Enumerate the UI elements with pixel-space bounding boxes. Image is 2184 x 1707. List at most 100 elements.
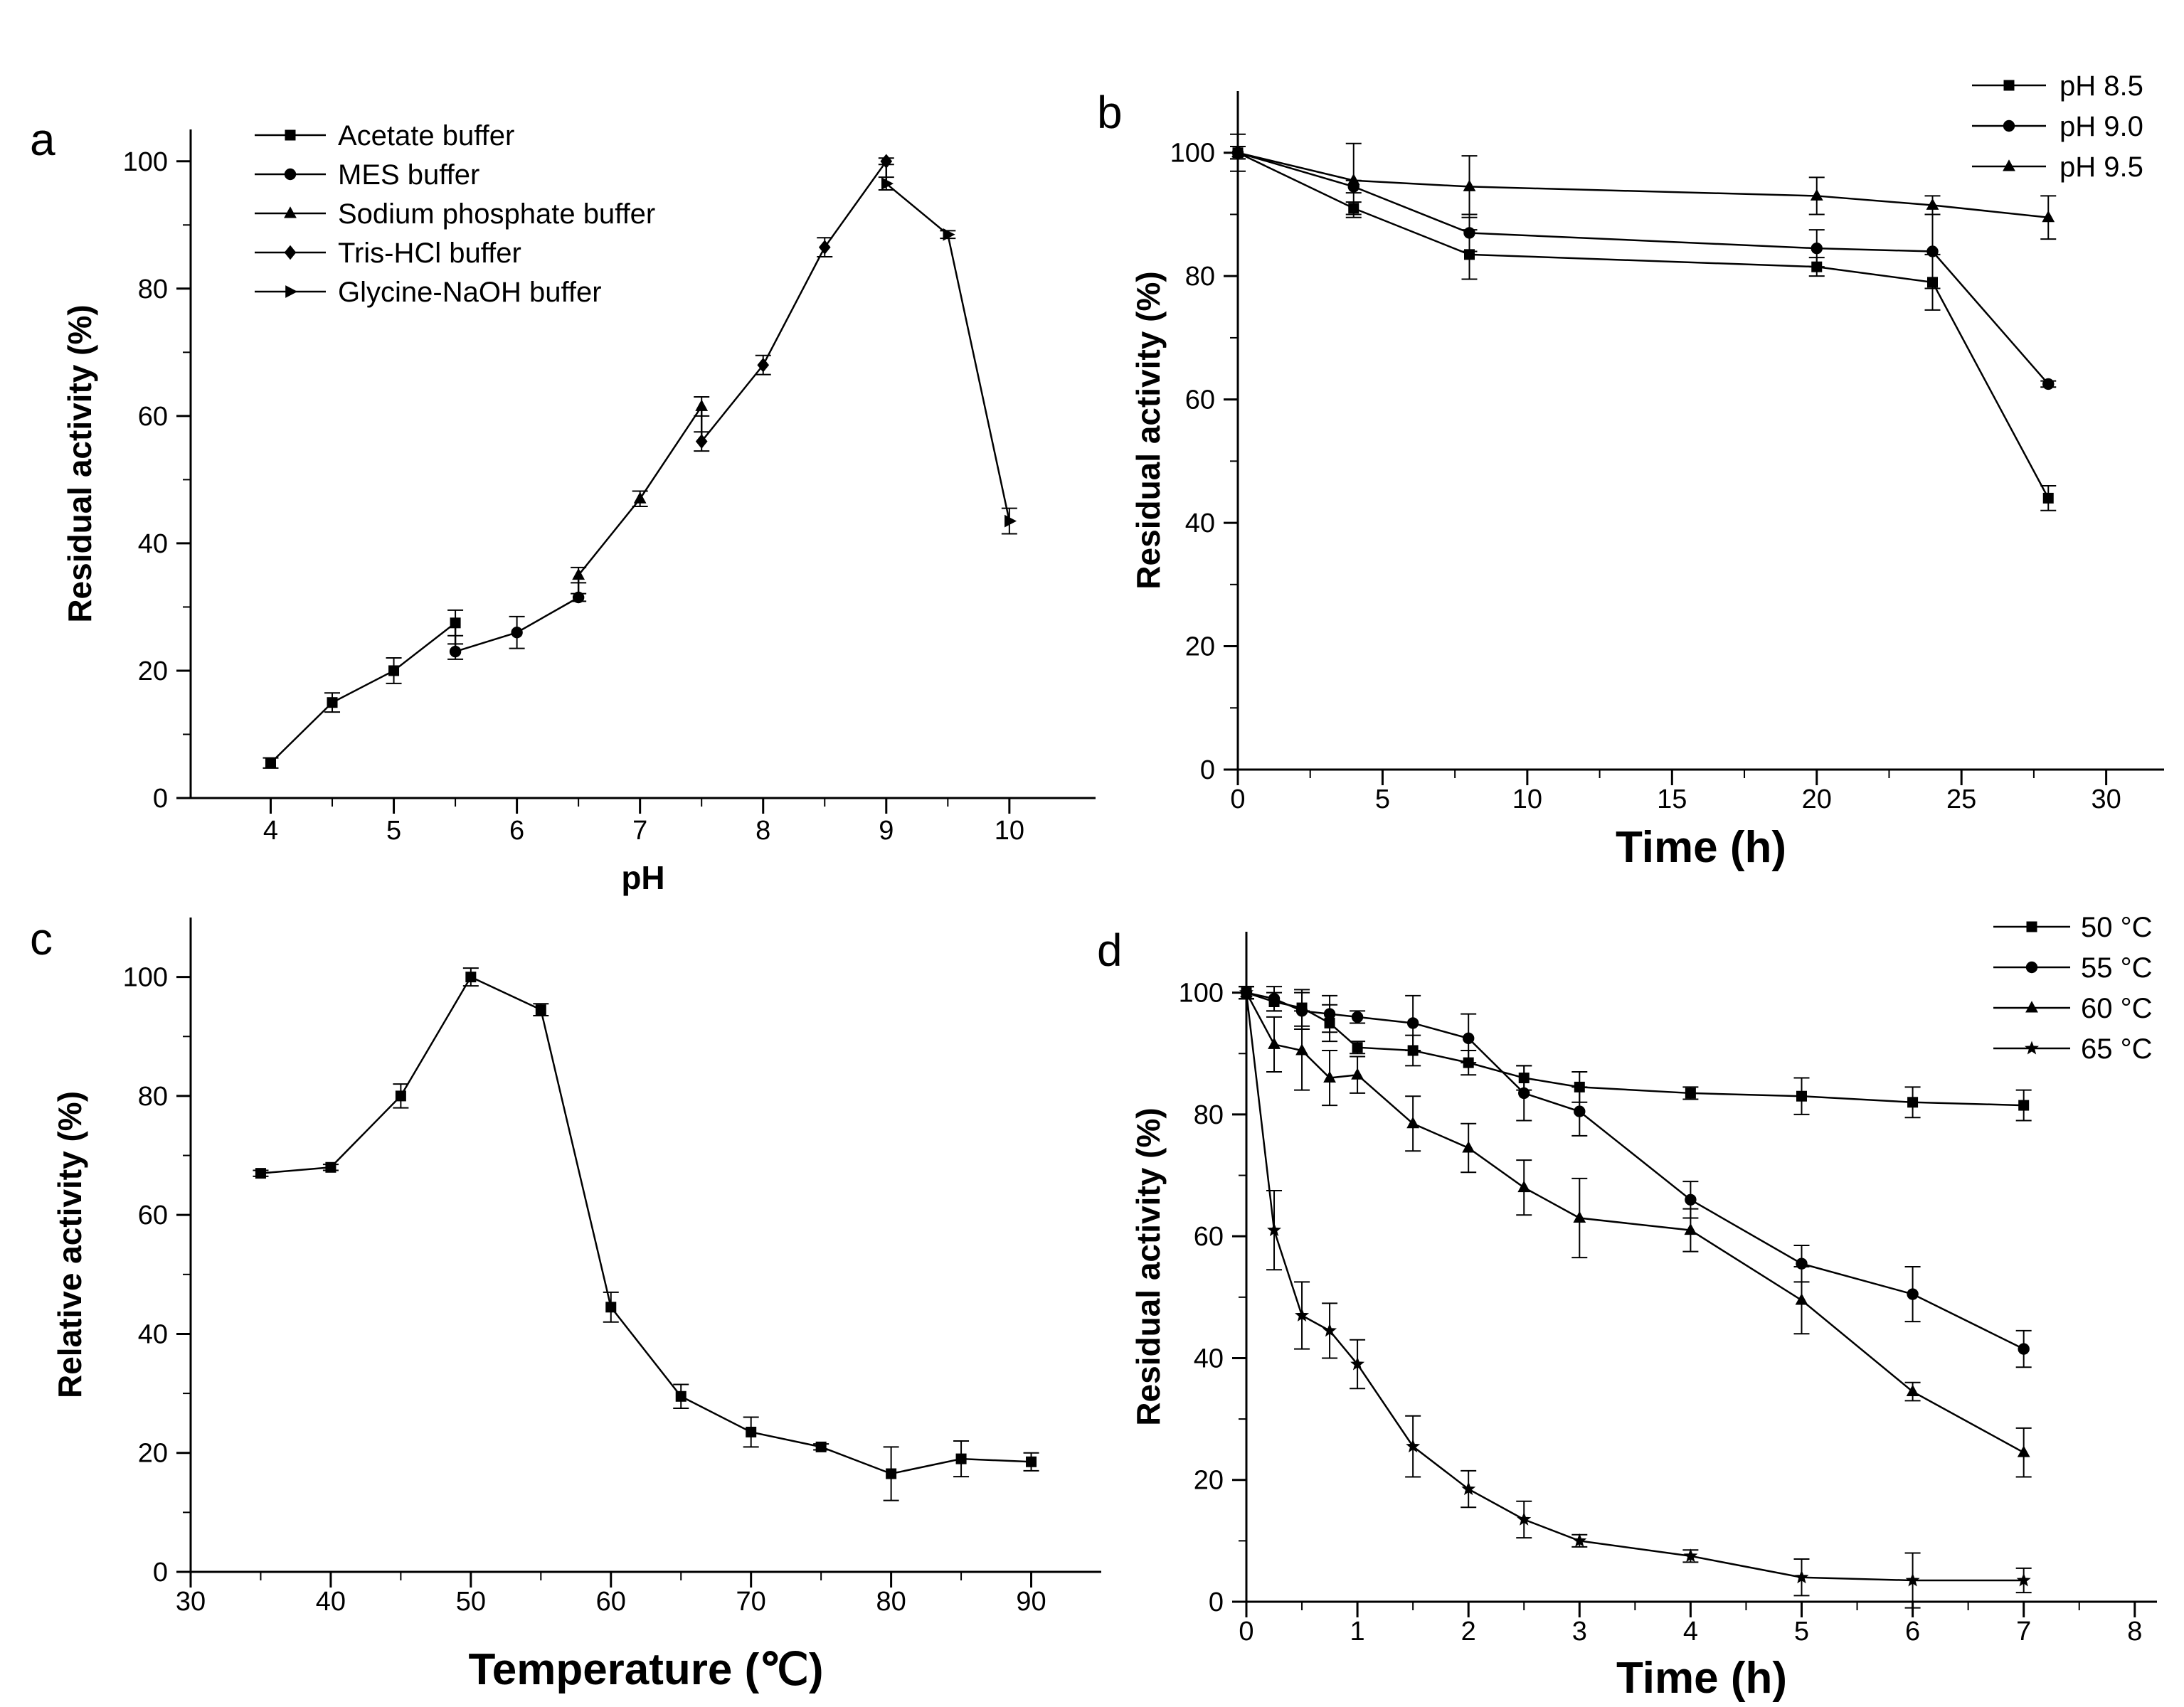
x-tick-label: 20 bbox=[1802, 785, 1832, 814]
data-point bbox=[1810, 188, 1823, 201]
series-line bbox=[1245, 992, 2025, 1454]
data-point bbox=[1906, 1384, 1919, 1397]
y-tick-label: 40 bbox=[1194, 1344, 1224, 1373]
data-point bbox=[1574, 1105, 1586, 1117]
legend-label: Tris-HCl buffer bbox=[338, 238, 521, 269]
data-point bbox=[605, 1302, 617, 1313]
data-point bbox=[2017, 1445, 2030, 1457]
x-tick-label: 50 bbox=[456, 1587, 486, 1617]
legend-marker bbox=[285, 285, 298, 298]
legend-entry: 55 °C bbox=[1993, 952, 2153, 984]
data-point bbox=[1905, 1573, 1920, 1587]
data-point bbox=[388, 665, 400, 676]
data-point bbox=[1518, 1087, 1530, 1100]
panel-letter: d bbox=[1097, 925, 1123, 976]
legend-marker bbox=[284, 168, 297, 181]
x-tick-label: 5 bbox=[1375, 785, 1390, 814]
data-point bbox=[395, 1090, 406, 1102]
y-tick-label: 0 bbox=[1209, 1588, 1224, 1617]
series-line bbox=[701, 161, 887, 442]
x-tick-label: 30 bbox=[2091, 785, 2121, 814]
y-tick-label: 0 bbox=[153, 1558, 168, 1588]
legend-b: pH 8.5 pH 9.0 pH 9.5 bbox=[1972, 70, 2143, 183]
x-tick-label: 90 bbox=[1016, 1587, 1046, 1617]
data-point bbox=[511, 627, 523, 639]
data-point bbox=[465, 972, 477, 983]
legend-marker bbox=[2025, 1001, 2038, 1013]
data-point bbox=[1351, 1011, 1364, 1023]
legend-label: MES buffer bbox=[338, 159, 479, 191]
data-point bbox=[1268, 993, 1281, 1005]
y-tick-label: 40 bbox=[138, 1319, 168, 1349]
x-axis-label: Temperature (℃) bbox=[468, 1645, 823, 1694]
legend-label: Acetate buffer bbox=[338, 120, 514, 151]
data-point bbox=[1461, 1482, 1476, 1496]
legend-label: 50 °C bbox=[2081, 912, 2153, 943]
x-tick-label: 70 bbox=[736, 1587, 766, 1617]
legend-label: pH 8.5 bbox=[2060, 70, 2143, 102]
y-tick-label: 20 bbox=[138, 656, 168, 686]
y-tick-label: 60 bbox=[1194, 1222, 1224, 1252]
y-tick-label: 0 bbox=[1200, 755, 1215, 785]
legend-entry: Acetate buffer bbox=[255, 120, 514, 151]
y-tick-label: 80 bbox=[138, 275, 168, 304]
legend-entry: Sodium phosphate buffer bbox=[255, 198, 655, 230]
legend-label: 55 °C bbox=[2081, 952, 2153, 984]
data-point bbox=[633, 491, 647, 504]
data-point bbox=[1295, 1307, 1310, 1322]
data-point bbox=[1463, 179, 1476, 191]
x-tick-label: 4 bbox=[1683, 1617, 1698, 1647]
y-tick-label: 60 bbox=[138, 1201, 168, 1230]
x-tick-label: 7 bbox=[2016, 1617, 2031, 1647]
legend-label: pH 9.5 bbox=[2060, 151, 2143, 183]
series-line bbox=[270, 622, 456, 764]
legend-label: 60 °C bbox=[2081, 993, 2153, 1024]
series-a-4 bbox=[878, 176, 1017, 535]
series-d-2 bbox=[1239, 985, 2032, 1478]
panel-letter: b bbox=[1097, 87, 1123, 138]
data-point bbox=[955, 1453, 967, 1464]
data-point bbox=[1907, 1288, 1919, 1300]
data-point bbox=[265, 757, 276, 769]
chart-panel-b: 0 5 10 15 20 25 30 0 20 40 60 80 100 Time (h) Residual… bbox=[1097, 70, 2164, 872]
legend-label: Glycine-NaOH buffer bbox=[338, 277, 602, 308]
data-point bbox=[255, 1168, 266, 1179]
y-tick-label: 80 bbox=[138, 1082, 168, 1112]
data-point bbox=[1573, 1211, 1586, 1223]
y-tick-label: 20 bbox=[1194, 1466, 1224, 1496]
data-point bbox=[2016, 1573, 2031, 1587]
legend-marker bbox=[2025, 1041, 2039, 1055]
data-point bbox=[1347, 173, 1360, 186]
y-tick-label: 40 bbox=[138, 529, 168, 559]
y-tick-label: 100 bbox=[1179, 979, 1224, 1009]
x-axis-label: pH bbox=[621, 859, 664, 896]
y-axis-label: Residual activity (%) bbox=[1130, 1107, 1167, 1425]
legend-d: 50 °C 55 °C 60 °C 65 °C bbox=[1993, 912, 2153, 1065]
data-point bbox=[1267, 1223, 1282, 1237]
data-point bbox=[1517, 1180, 1531, 1193]
data-point bbox=[1406, 1439, 1421, 1453]
data-point bbox=[943, 228, 955, 241]
x-tick-label: 6 bbox=[1905, 1617, 1920, 1647]
data-point bbox=[1295, 1043, 1308, 1055]
data-point bbox=[1907, 1097, 1919, 1108]
data-point bbox=[2042, 492, 2054, 504]
y-tick-label: 0 bbox=[153, 784, 168, 814]
data-point bbox=[818, 240, 831, 255]
data-point bbox=[1685, 1088, 1696, 1099]
legend-marker bbox=[284, 206, 297, 218]
legend-entry: 60 °C bbox=[1993, 993, 2153, 1024]
series-a-0 bbox=[263, 609, 464, 769]
series-d-0 bbox=[1239, 986, 2032, 1122]
y-tick-label: 40 bbox=[1185, 509, 1215, 538]
data-point bbox=[1926, 198, 1939, 210]
legend-label: Sodium phosphate buffer bbox=[338, 198, 655, 230]
data-point bbox=[1462, 1141, 1475, 1153]
x-tick-label: 9 bbox=[879, 816, 894, 846]
series-a-1 bbox=[447, 591, 587, 660]
legend-marker bbox=[285, 129, 296, 141]
data-point bbox=[757, 357, 770, 373]
x-tick-label: 60 bbox=[596, 1587, 626, 1617]
